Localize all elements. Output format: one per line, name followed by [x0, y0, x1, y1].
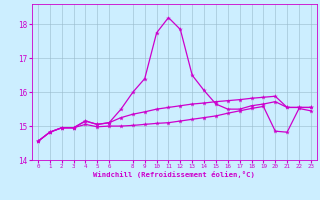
X-axis label: Windchill (Refroidissement éolien,°C): Windchill (Refroidissement éolien,°C) — [93, 171, 255, 178]
